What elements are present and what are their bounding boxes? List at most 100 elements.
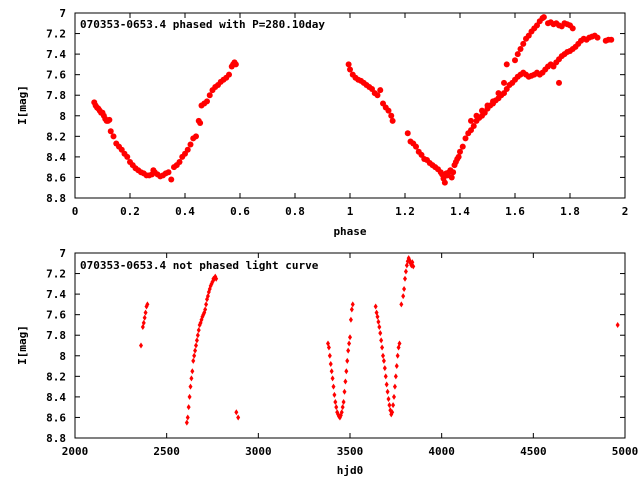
data-point: [341, 399, 346, 406]
data-point: [374, 92, 381, 99]
data-point: [517, 45, 524, 52]
y-tick-label: 7: [59, 247, 66, 260]
chart-title: 070353-0653.4 not phased light curve: [80, 259, 319, 272]
data-point: [189, 375, 194, 382]
data-point: [383, 373, 388, 380]
data-point: [328, 361, 333, 367]
data-point: [413, 143, 419, 150]
data-point: [191, 357, 196, 364]
data-point: [139, 342, 143, 349]
data-point: [340, 404, 345, 411]
data-point: [193, 133, 199, 140]
data-point: [142, 314, 147, 321]
y-tick-label: 8.2: [46, 130, 66, 143]
data-point: [393, 373, 398, 380]
y-tick-label: 8.2: [46, 370, 66, 383]
phased-light-curve-panel: 0 0.2 0.4 0.6 0.8 1 1.2 1.4 1.6 1.8 2 7 7.2 7.4 7.6 7.8…: [16, 7, 628, 238]
data-point: [193, 347, 198, 354]
data-point: [540, 14, 547, 21]
y-tick-label: 7: [59, 7, 66, 20]
data-point: [514, 51, 521, 58]
data-point: [204, 98, 210, 105]
data-point: [378, 330, 383, 337]
data-point: [143, 309, 148, 316]
data-point: [403, 275, 407, 282]
y-tick-label: 8.6: [46, 171, 66, 184]
plot-frame: [74, 252, 626, 439]
data-point: [165, 169, 172, 176]
data-point: [226, 71, 232, 78]
data-point: [334, 404, 339, 411]
y-tick-label: 8.8: [46, 192, 66, 205]
data-point: [194, 342, 198, 349]
data-point: [329, 368, 334, 375]
chart-title: 070353-0653.4 phased with P=280.10day: [80, 18, 325, 31]
data-point: [397, 340, 402, 347]
y-axis-label: I[mag]: [16, 85, 29, 125]
data-point: [411, 263, 416, 270]
x-tick-label: 1: [347, 205, 354, 218]
data-point: [459, 143, 466, 150]
x-tick-label: 0: [72, 205, 79, 218]
data-point: [457, 148, 463, 155]
data-point: [347, 66, 353, 73]
data-point: [450, 169, 457, 176]
data-point: [206, 92, 213, 99]
data-point: [185, 414, 190, 421]
x-tick-label: 2500: [153, 445, 180, 458]
data-point: [556, 79, 562, 86]
data-point: [192, 352, 197, 359]
data-point: [184, 146, 191, 153]
x-tick-label: 5000: [612, 445, 639, 458]
x-tick-label: 1.4: [450, 205, 470, 218]
data-point: [389, 117, 396, 124]
data-point: [479, 107, 485, 114]
data-point: [468, 117, 474, 124]
data-point: [490, 98, 496, 105]
data-point: [349, 306, 354, 313]
data-point: [187, 141, 194, 148]
data-point: [344, 368, 349, 375]
y-tick-label: 7.4: [46, 288, 66, 301]
data-point: [473, 112, 480, 119]
data-point: [145, 301, 150, 308]
data-point: [343, 378, 348, 385]
data-point: [470, 123, 477, 130]
x-tick-label: 2000: [62, 445, 89, 458]
x-tick-label: 3000: [245, 445, 272, 458]
data-point: [388, 112, 395, 119]
x-tick-label: 0.4: [175, 205, 195, 218]
data-point: [402, 285, 407, 292]
y-tick-label: 7.6: [46, 69, 66, 82]
y-tick-label: 8: [59, 350, 66, 363]
data-point: [569, 25, 576, 32]
data-point: [455, 153, 462, 160]
data-point: [347, 340, 352, 347]
data-point: [345, 61, 352, 68]
data-point: [385, 388, 390, 395]
data-point: [403, 268, 408, 275]
x-tick-label: 4000: [428, 445, 455, 458]
data-point: [186, 404, 191, 411]
data-point: [124, 153, 131, 160]
x-tick-label: 3500: [337, 445, 364, 458]
data-point: [204, 301, 209, 308]
data-point: [462, 135, 469, 142]
data-point: [232, 61, 239, 68]
data-point: [196, 327, 201, 334]
data-point: [399, 301, 404, 308]
y-tick-label: 8: [59, 110, 66, 123]
data-point: [234, 409, 239, 416]
data-point: [373, 303, 378, 310]
data-point: [520, 40, 527, 47]
data-point: [615, 321, 620, 328]
data-point: [333, 399, 338, 406]
y-tick-label: 8.6: [46, 411, 66, 424]
data-point: [197, 119, 204, 126]
data-point: [168, 176, 175, 183]
y-tick-label: 7.4: [46, 48, 66, 61]
data-point: [348, 316, 353, 323]
y-axis-label: I[mag]: [16, 325, 29, 365]
data-point: [401, 293, 406, 300]
